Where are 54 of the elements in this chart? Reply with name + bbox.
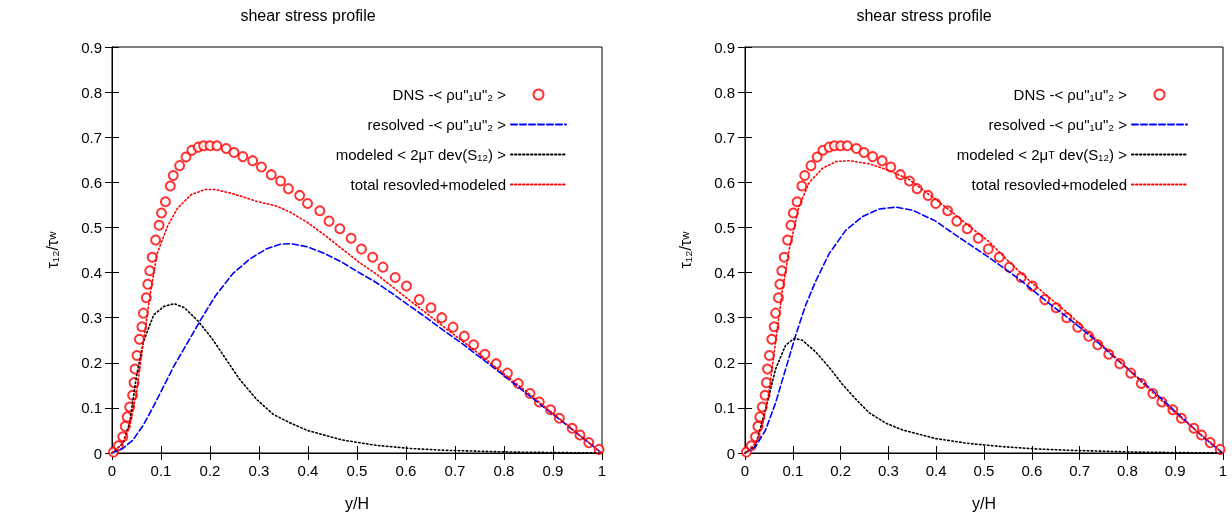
x-tick-label: 0.9 (542, 462, 564, 479)
legend-label: resolved -< ρu"₁u"₂ > (988, 116, 1128, 133)
y-tick-label: 0.4 (714, 264, 735, 282)
legend-label: resolved -< ρu"₁u"₂ > (367, 116, 507, 133)
x-tick-label: 0.5 (973, 462, 995, 479)
y-tick-label: 0.1 (81, 399, 102, 417)
y-tick-label: 0.3 (81, 309, 102, 327)
x-tick-label: 0.8 (493, 462, 515, 479)
x-tick-label: 0 (740, 462, 750, 479)
legend-label: total resovled+modeled (350, 176, 506, 193)
y-tick-label: 0.2 (714, 354, 735, 372)
y-tick-label: 0 (726, 444, 735, 462)
x-tick-label: 0.3 (248, 462, 270, 479)
x-tick-label: 0.4 (925, 462, 947, 479)
y-tick-label: 0.1 (714, 399, 735, 417)
y-tick-label: 0.4 (81, 264, 102, 282)
y-tick-label: 0.9 (714, 38, 735, 56)
y-tick-label: 0.6 (81, 173, 102, 191)
y-tick-label: 0.8 (714, 83, 735, 101)
chart-title: shear stress profile (240, 6, 376, 24)
legend-label: total resovled+modeled (971, 176, 1127, 193)
x-axis-title: y/H (972, 494, 996, 512)
x-tick-label: 0.2 (830, 462, 852, 479)
x-tick-label: 0.9 (1164, 462, 1186, 479)
legend-label: modeled < 2μT dev(S₁₂) > (956, 146, 1128, 163)
y-tick-label: 0.2 (81, 354, 102, 372)
y-tick-label: 0.7 (714, 128, 735, 146)
chart-title: shear stress profile (856, 6, 992, 24)
legend-label: DNS -< ρu"₁u"₂ > (392, 86, 507, 103)
y-tick-label: 0.6 (714, 173, 735, 191)
x-tick-label: 0.6 (395, 462, 417, 479)
x-tick-label: 0.5 (346, 462, 368, 479)
y-tick-label: 0.9 (81, 38, 102, 56)
legend-label: DNS -< ρu"₁u"₂ > (1013, 86, 1128, 103)
y-tick-label: 0.8 (81, 83, 102, 101)
x-tick-label: 1 (597, 462, 607, 479)
x-tick-label: 1 (1218, 462, 1228, 479)
x-tick-label: 0.1 (782, 462, 804, 479)
x-axis-title: y/H (345, 494, 369, 512)
y-tick-label: 0.5 (714, 218, 735, 236)
x-tick-label: 0.1 (150, 462, 172, 479)
x-tick-label: 0.6 (1021, 462, 1043, 479)
y-tick-label: 0.5 (81, 218, 102, 236)
x-tick-label: 0.7 (444, 462, 466, 479)
legend-label: modeled < 2μT dev(S₁₂) > (335, 146, 507, 163)
y-tick-label: 0.7 (81, 128, 102, 146)
y-tick-label: 0.3 (714, 309, 735, 327)
x-tick-label: 0.4 (297, 462, 319, 479)
x-tick-label: 0.2 (199, 462, 221, 479)
x-tick-label: 0 (107, 462, 117, 479)
x-tick-label: 0.7 (1069, 462, 1091, 479)
x-tick-label: 0.3 (877, 462, 899, 479)
x-tick-label: 0.8 (1116, 462, 1138, 479)
y-tick-label: 0 (93, 444, 102, 462)
